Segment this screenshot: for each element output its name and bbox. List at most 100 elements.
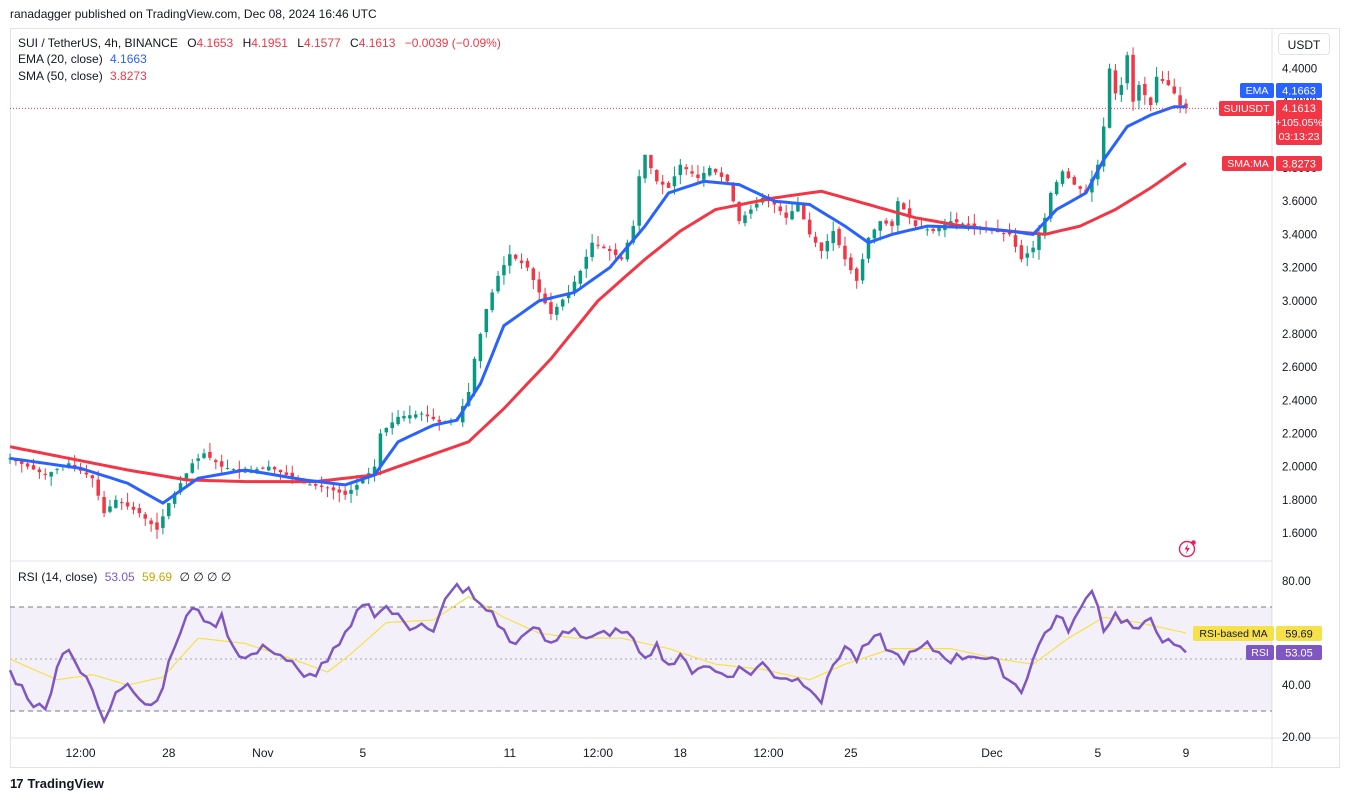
ema-badge-tag: EMA <box>1246 85 1269 97</box>
candle-body <box>1131 54 1135 102</box>
candle-body <box>314 483 318 486</box>
time-axis-ticks: 12:00 28 Nov 5 11 12:00 18 12:00 25 Dec 5 9 <box>66 746 1190 760</box>
candle-body <box>490 292 494 311</box>
candle-body <box>155 522 159 530</box>
candle-body <box>549 302 553 315</box>
candle-body <box>225 467 230 469</box>
price-tick-label: 1.8000 <box>1282 495 1317 507</box>
candle-body <box>390 422 394 429</box>
candle-body <box>1066 171 1071 178</box>
candle-body <box>337 489 342 493</box>
candle-body <box>1101 126 1106 167</box>
candle-body <box>660 181 665 185</box>
candle-body <box>208 451 212 458</box>
candle-body <box>1090 178 1094 193</box>
ema-badge-value: 4.1663 <box>1282 86 1316 98</box>
time-tick-label: 5 <box>359 746 366 760</box>
candle-body <box>202 453 206 458</box>
rsi-legend-extra: ∅ ∅ ∅ ∅ <box>179 570 232 584</box>
candle-body <box>1031 247 1035 253</box>
candle-body <box>525 260 530 268</box>
ohlc-open-label: O <box>187 36 197 50</box>
candle-body <box>1137 85 1141 101</box>
candle-body <box>290 472 294 478</box>
time-tick-label: 5 <box>1094 746 1101 760</box>
candle-body <box>802 205 806 220</box>
sma50-line <box>9 161 1187 484</box>
rsi-ma-legend-value: 59.69 <box>142 570 173 584</box>
candle-body <box>231 469 236 471</box>
time-tick-label: 25 <box>844 746 858 760</box>
candle-body <box>684 167 688 170</box>
candle-body <box>866 237 871 259</box>
footer-brand[interactable]: 17 TradingView <box>10 776 104 791</box>
candle-body <box>796 204 800 212</box>
candle-body <box>143 514 147 519</box>
candle-body <box>278 469 283 473</box>
candle-body <box>1078 186 1082 189</box>
candle-body <box>466 391 471 406</box>
candle-body <box>778 206 783 212</box>
price-tick-label: 3.2000 <box>1282 263 1317 275</box>
candle-body <box>284 472 289 475</box>
rsi-legend[interactable]: RSI (14, close) 53.05 59.69 ∅ ∅ ∅ ∅ <box>18 570 231 584</box>
candle-body <box>890 221 894 227</box>
candle-body <box>1178 95 1182 105</box>
candle-body <box>49 472 53 477</box>
candle-body <box>102 496 106 514</box>
candle-body <box>907 208 912 218</box>
currency-button[interactable]: USDT <box>1278 33 1330 55</box>
time-tick-label: Nov <box>252 746 273 760</box>
time-tick-label: 18 <box>674 746 688 760</box>
candle-body <box>484 309 489 333</box>
price-tick-label: 1.6000 <box>1282 528 1317 540</box>
rsi-tick-label: 80.00 <box>1282 576 1311 588</box>
ema-badge: EMA 4.1663 <box>1240 83 1322 98</box>
candle-body <box>1001 233 1006 235</box>
symbol-title[interactable]: SUI / TetherUS, 4h, BINANCE <box>18 36 178 50</box>
candle-body <box>425 414 430 417</box>
sma-badge: SMA:MA 3.8273 <box>1222 156 1322 171</box>
candle-body <box>902 203 906 210</box>
price-tick-label: 3.4000 <box>1282 229 1317 241</box>
price-tick-label: 2.2000 <box>1282 428 1317 440</box>
candle-body <box>625 242 630 260</box>
ohlc-high: 4.1951 <box>251 36 288 50</box>
symbol-badge: SUIUSDT 4.1613 +105.05% 03:13:23 <box>1219 100 1323 145</box>
candle-body <box>790 211 794 220</box>
candle-body <box>849 257 853 271</box>
candle-body <box>825 241 830 252</box>
candle-body <box>408 415 412 419</box>
time-tick-label: Dec <box>981 746 1002 760</box>
candle-body <box>1049 192 1053 219</box>
ema-legend[interactable]: EMA (20, close) 4.1663 <box>18 52 147 66</box>
candle-body <box>84 472 89 475</box>
candle-body <box>1154 76 1159 103</box>
time-tick-label: 28 <box>162 746 176 760</box>
time-tick-label: 12:00 <box>66 746 96 760</box>
candle-body <box>572 281 577 293</box>
sma-badge-value: 3.8273 <box>1282 159 1316 171</box>
price-tick-label: 2.6000 <box>1282 362 1317 374</box>
candle-body <box>537 279 541 293</box>
price-tick-label: 2.4000 <box>1282 395 1317 407</box>
candle-body <box>496 275 500 292</box>
candle-body <box>831 231 835 244</box>
time-tick-label: 12:00 <box>754 746 784 760</box>
candle-body <box>560 299 565 307</box>
candle-body <box>707 168 712 176</box>
candle-body <box>372 466 377 474</box>
candle-body <box>1107 68 1112 128</box>
candle-body <box>884 220 888 224</box>
candle-body <box>43 473 48 475</box>
candle-body <box>602 246 606 249</box>
sma-legend[interactable]: SMA (50, close) 3.8273 <box>18 69 147 83</box>
candle-body <box>807 219 812 235</box>
time-tick-label: 11 <box>504 746 517 760</box>
candle-body <box>531 268 536 281</box>
price-tick-label: 2.8000 <box>1282 329 1317 341</box>
time-tick-label: 12:00 <box>583 746 613 760</box>
lightning-alert-icon[interactable] <box>1178 538 1198 558</box>
rsi-ma-badge-value: 59.69 <box>1285 629 1313 641</box>
